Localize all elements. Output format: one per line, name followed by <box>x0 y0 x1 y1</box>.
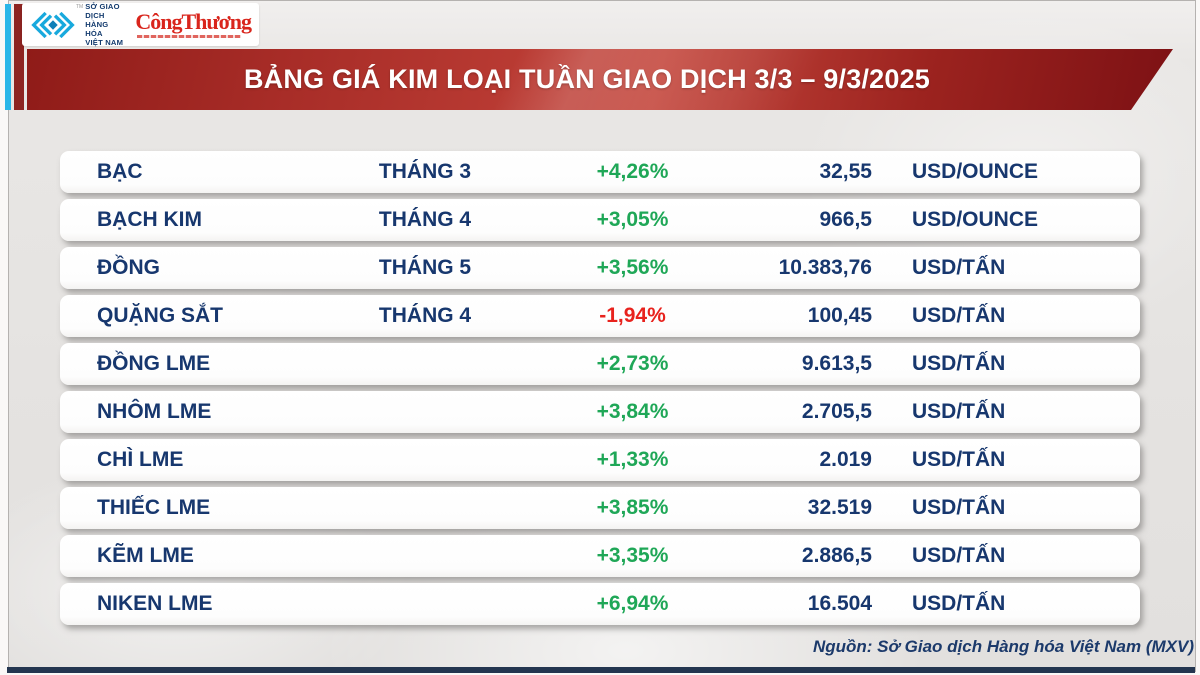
weekly-change: +6,94% <box>596 592 669 615</box>
price-unit: USD/TẤN <box>912 352 1006 375</box>
bottom-accent-bar <box>7 667 1195 673</box>
commodity-name: ĐỒNG <box>97 256 160 279</box>
contract-month: THÁNG 4 <box>378 208 472 231</box>
price-unit: USD/TẤN <box>912 592 1006 615</box>
mxv-text-line1: SỞ GIAO DỊCH <box>85 2 120 20</box>
weekly-change: +2,73% <box>596 352 669 375</box>
commodity-name: CHÌ LME <box>97 448 184 471</box>
price-value: 2.886,5 <box>801 544 872 567</box>
price-value: 16.504 <box>807 592 872 615</box>
mxv-text-line2: HÀNG HÓA <box>85 20 109 38</box>
congthuong-logo: CôngThương <box>135 9 252 38</box>
weekly-change: +3,56% <box>596 256 669 279</box>
weekly-change: +3,05% <box>596 208 669 231</box>
congthuong-tagline-bar <box>137 35 242 38</box>
commodity-name: NHÔM LME <box>97 400 212 423</box>
mxv-logo: TM SỞ GIAO DỊCH HÀNG HÓA VIỆT NAM <box>31 2 125 47</box>
logo-box: TM SỞ GIAO DỊCH HÀNG HÓA VIỆT NAM CôngTh… <box>22 2 259 47</box>
price-value: 10.383,76 <box>778 256 872 279</box>
commodity-name: ĐỒNG LME <box>97 352 211 375</box>
price-unit: USD/OUNCE <box>912 208 1039 231</box>
commodity-name: KẼM LME <box>97 544 194 567</box>
weekly-change: -1,94% <box>599 304 666 327</box>
price-value: 100,45 <box>807 304 872 327</box>
table-row: THIẾC LME +3,85% 32.519 USD/TẤN <box>60 487 1140 529</box>
contract-month: THÁNG 4 <box>378 304 472 327</box>
table-row: CHÌ LME +1,33% 2.019 USD/TẤN <box>60 439 1140 481</box>
commodity-name: BẠCH KIM <box>97 208 202 231</box>
price-unit: USD/TẤN <box>912 496 1006 519</box>
weekly-change: +4,26% <box>596 160 669 183</box>
price-unit: USD/TẤN <box>912 304 1006 327</box>
left-accent-bar-maroon <box>14 4 24 110</box>
commodity-name: NIKEN LME <box>97 592 213 615</box>
table-row: QUẶNG SẮT THÁNG 4 -1,94% 100,45 USD/TẤN <box>60 295 1140 337</box>
contract-month: THÁNG 5 <box>378 256 472 279</box>
commodity-name: QUẶNG SẮT <box>97 304 223 327</box>
price-unit: USD/TẤN <box>912 256 1006 279</box>
page-title: BẢNG GIÁ KIM LOẠI TUẦN GIAO DỊCH 3/3 – 9… <box>243 64 931 94</box>
weekly-change: +3,35% <box>596 544 669 567</box>
price-value: 2.705,5 <box>801 400 872 423</box>
price-table: BẠC THÁNG 3 +4,26% 32,55 USD/OUNCE BẠCH … <box>60 151 1140 631</box>
title-banner: BẢNG GIÁ KIM LOẠI TUẦN GIAO DỊCH 3/3 – 9… <box>27 49 1173 110</box>
price-value: 2.019 <box>819 448 872 471</box>
price-value: 32,55 <box>819 160 872 183</box>
mxv-trademark: TM <box>76 4 84 10</box>
commodity-name: BẠC <box>97 160 143 183</box>
weekly-change: +3,85% <box>596 496 669 519</box>
table-row: ĐỒNG THÁNG 5 +3,56% 10.383,76 USD/TẤN <box>60 247 1140 289</box>
price-value: 9.613,5 <box>801 352 872 375</box>
table-row: BẠCH KIM THÁNG 4 +3,05% 966,5 USD/OUNCE <box>60 199 1140 241</box>
table-row: NHÔM LME +3,84% 2.705,5 USD/TẤN <box>60 391 1140 433</box>
price-value: 32.519 <box>807 496 872 519</box>
weekly-change: +3,84% <box>596 400 669 423</box>
weekly-change: +1,33% <box>596 448 669 471</box>
price-unit: USD/TẤN <box>912 400 1006 423</box>
price-unit: USD/OUNCE <box>912 160 1039 183</box>
source-note: Nguồn: Sở Giao dịch Hàng hóa Việt Nam (M… <box>812 637 1194 656</box>
price-unit: USD/TẤN <box>912 544 1006 567</box>
mxv-logo-text: SỞ GIAO DỊCH HÀNG HÓA VIỆT NAM <box>85 2 125 47</box>
price-value: 966,5 <box>819 208 872 231</box>
table-row: NIKEN LME +6,94% 16.504 USD/TẤN <box>60 583 1140 625</box>
table-row: ĐỒNG LME +2,73% 9.613,5 USD/TẤN <box>60 343 1140 385</box>
table-row: KẼM LME +3,35% 2.886,5 USD/TẤN <box>60 535 1140 577</box>
mxv-text-line3: VIỆT NAM <box>85 38 124 47</box>
left-accent-bar-cyan <box>5 4 11 110</box>
commodity-name: THIẾC LME <box>97 496 211 519</box>
table-row: BẠC THÁNG 3 +4,26% 32,55 USD/OUNCE <box>60 151 1140 193</box>
price-unit: USD/TẤN <box>912 448 1006 471</box>
mxv-chevron-icon <box>31 9 75 41</box>
congthuong-logo-text: CôngThương <box>135 9 252 34</box>
contract-month: THÁNG 3 <box>378 160 472 183</box>
